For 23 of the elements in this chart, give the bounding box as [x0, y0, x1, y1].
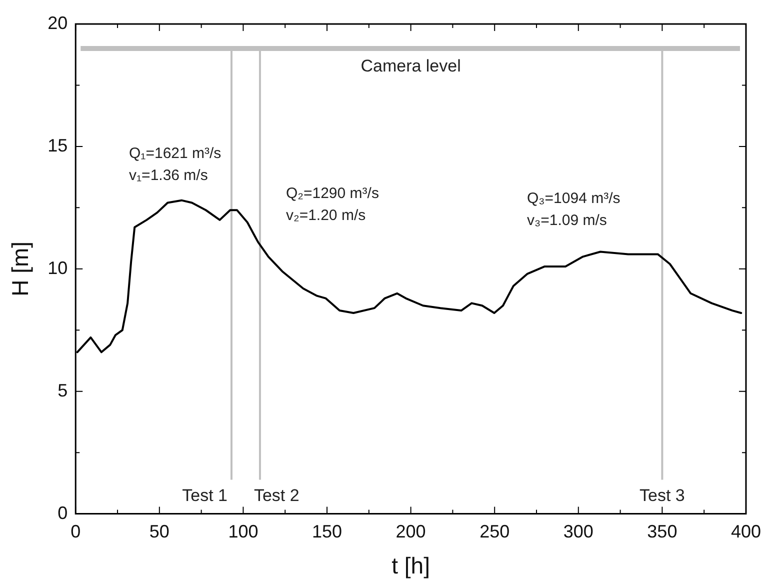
y-tick-label: 0	[58, 502, 68, 523]
x-tick-label: 200	[396, 522, 426, 542]
y-tick-label: 5	[58, 380, 68, 400]
y-tick-label: 20	[48, 12, 68, 33]
ref-line-label: Camera level	[360, 56, 461, 76]
x-tick-label: 100	[228, 522, 258, 542]
annotation: Q₃=1094 m³/s v₃=1.09 m/s	[527, 190, 620, 229]
y-tick-label: 10	[48, 258, 68, 278]
annotation: Q₂=1290 m³/s v₂=1.20 m/s	[286, 185, 379, 224]
x-tick-label: 150	[312, 522, 342, 542]
x-tick-label: 50	[149, 522, 170, 542]
x-tick-label: 300	[563, 522, 594, 542]
x-axis-title: t [h]	[392, 552, 430, 579]
y-tick-label: 15	[48, 135, 68, 156]
ref-line-label: Test 2	[254, 486, 300, 505]
ref-line-label: Test 3	[640, 486, 685, 505]
y-axis-title: H [m]	[7, 241, 34, 296]
x-tick-label: 400	[730, 522, 762, 542]
ref-line-label: Test 1	[182, 486, 228, 505]
annotation: Q₁=1621 m³/s v₁=1.36 m/s	[129, 145, 222, 184]
x-tick-label: 250	[480, 522, 510, 542]
x-tick-label: 0	[70, 522, 81, 542]
x-tick-label: 350	[647, 522, 678, 542]
